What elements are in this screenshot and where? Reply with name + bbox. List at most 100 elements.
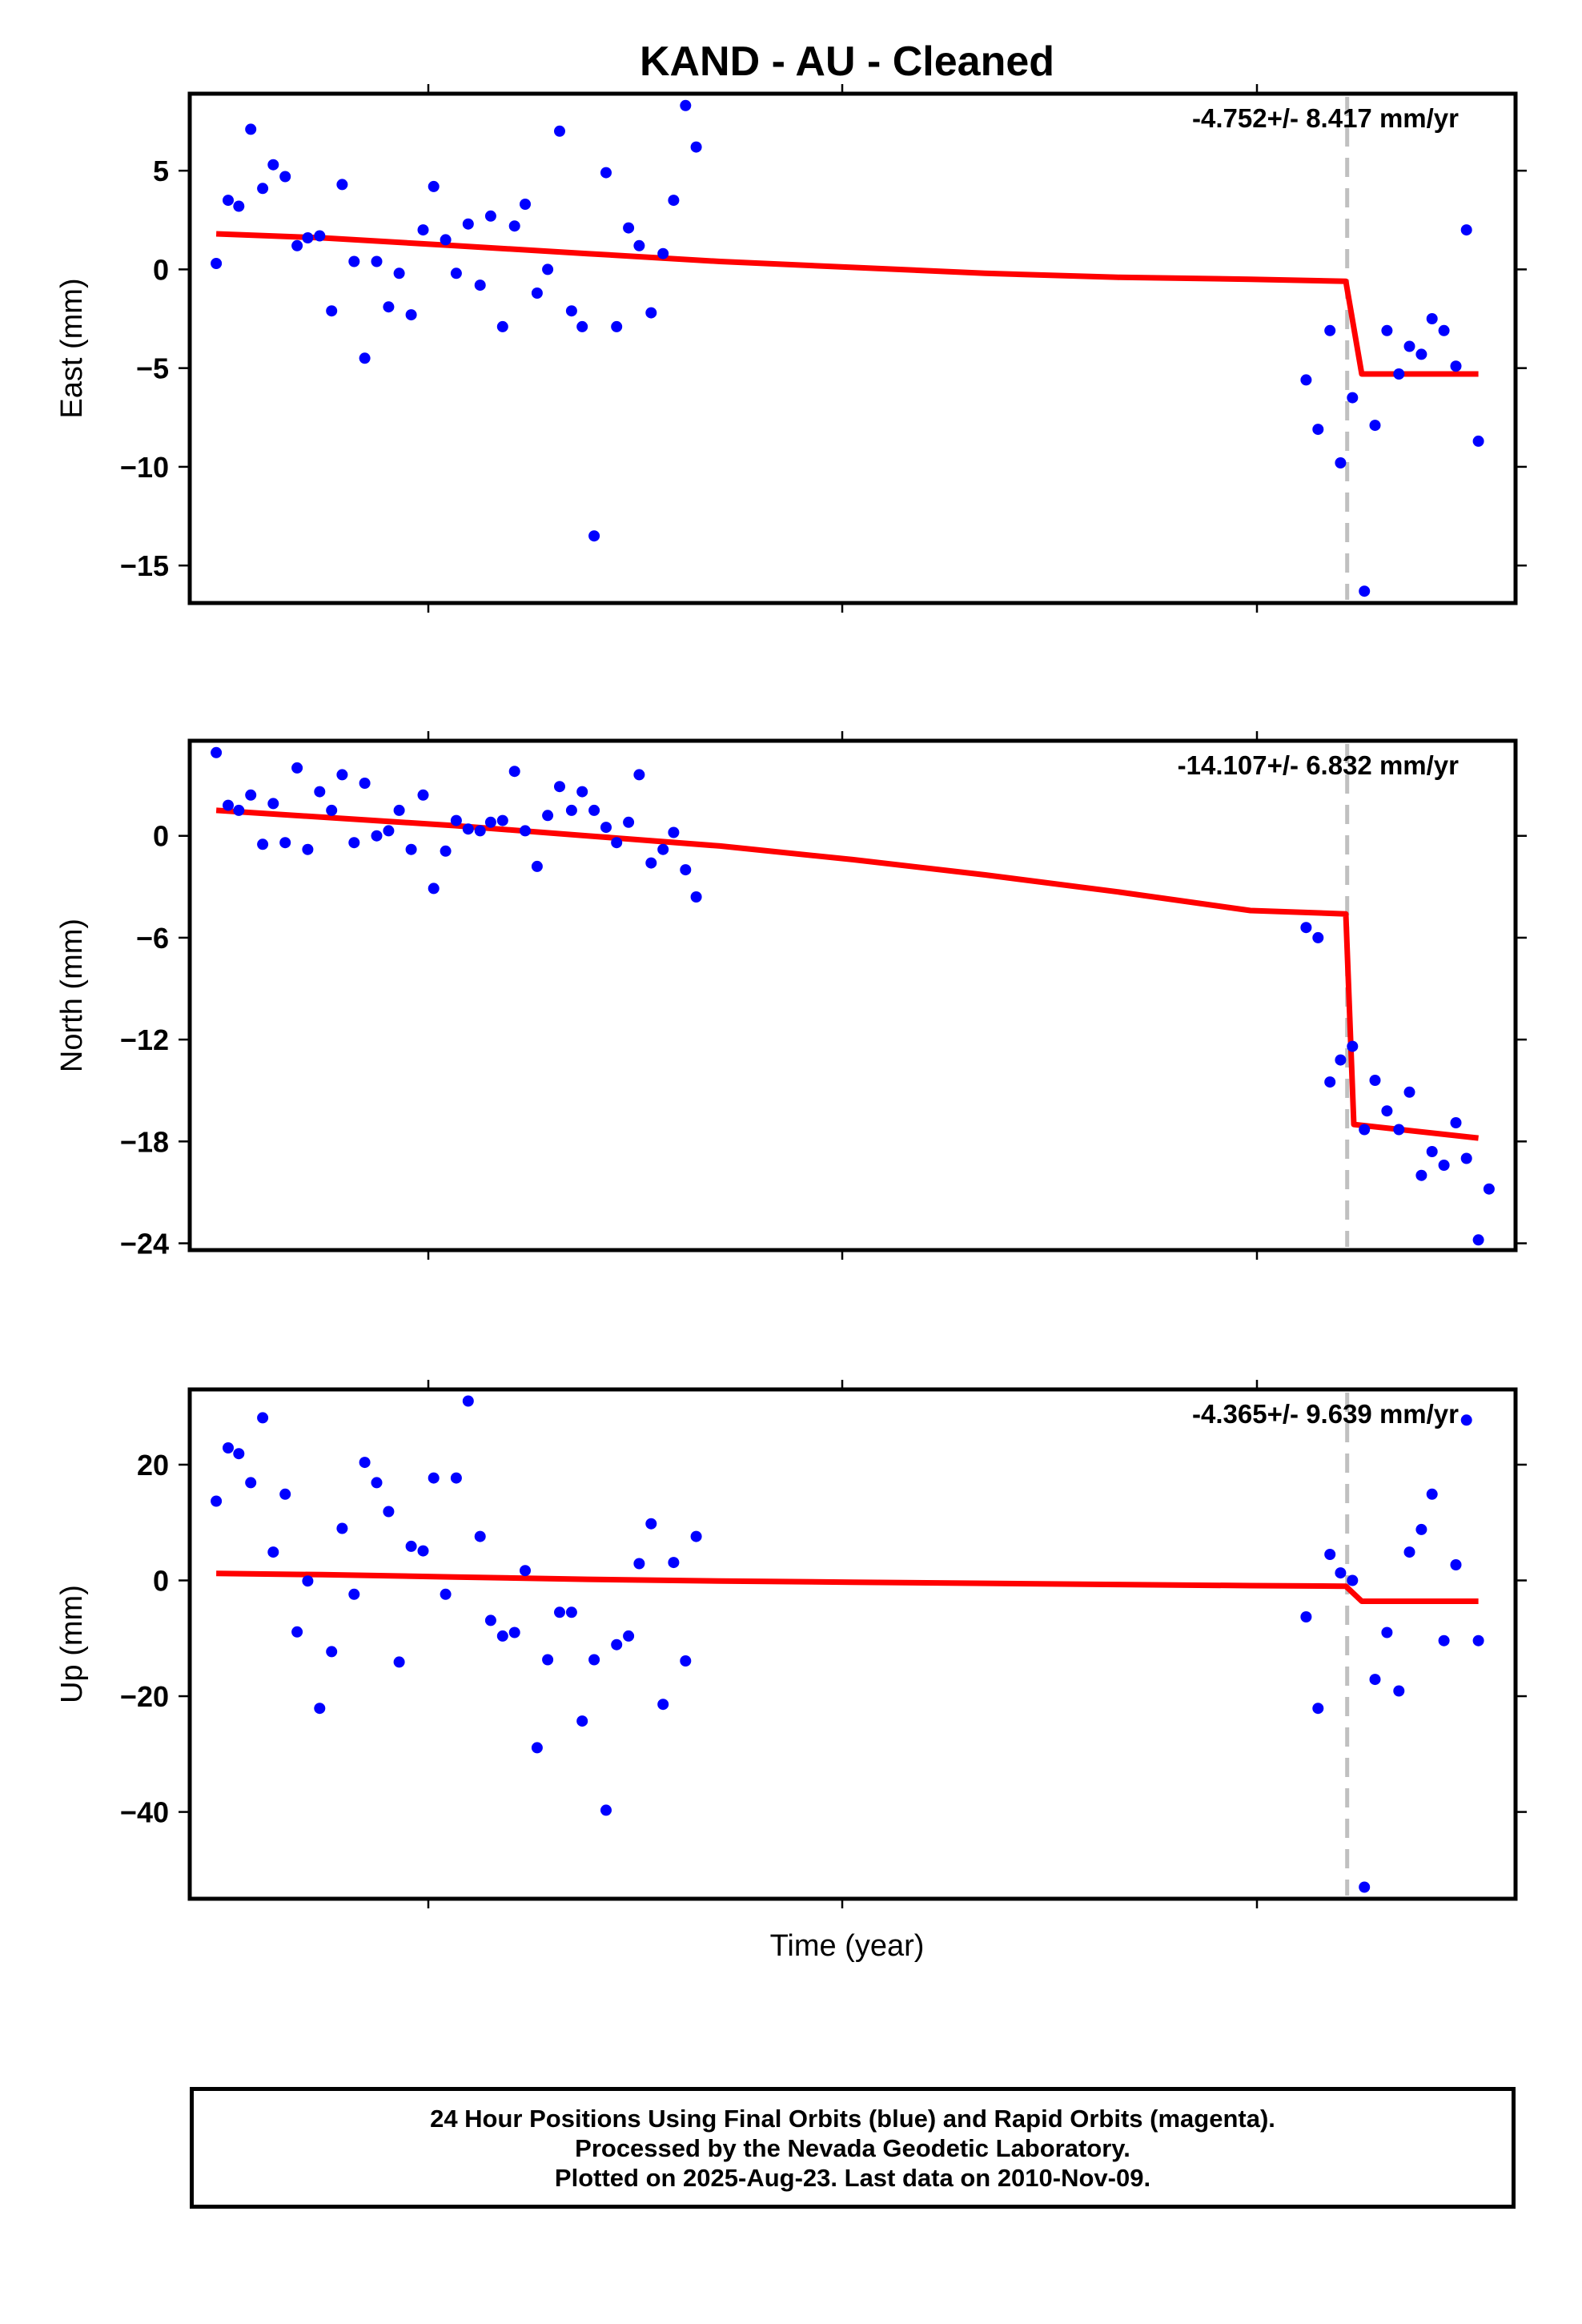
east-data-point-18 bbox=[417, 224, 429, 236]
up-data-point-52 bbox=[1403, 1546, 1415, 1558]
up-data-point-5 bbox=[267, 1546, 279, 1558]
north-y-tick-label-2: −12 bbox=[120, 1023, 169, 1056]
north-data-point-33 bbox=[588, 804, 600, 816]
east-data-point-31 bbox=[565, 305, 577, 317]
north-data-point-20 bbox=[440, 845, 452, 857]
east-y-tick-label-0: 5 bbox=[153, 155, 169, 187]
east-data-point-32 bbox=[576, 320, 588, 332]
east-data-point-20 bbox=[440, 234, 452, 246]
east-plot-frame bbox=[187, 91, 1518, 605]
up-data-point-4 bbox=[257, 1412, 269, 1424]
north-data-point-39 bbox=[657, 843, 669, 855]
footer-line-orbits: 24 Hour Positions Using Final Orbits (bl… bbox=[430, 2104, 1275, 2133]
north-data-point-44 bbox=[1312, 931, 1324, 943]
north-data-point-40 bbox=[668, 826, 680, 838]
up-data-point-19 bbox=[428, 1472, 440, 1484]
east-data-point-27 bbox=[520, 199, 531, 210]
north-data-point-25 bbox=[496, 814, 508, 826]
north-data-point-11 bbox=[336, 769, 348, 781]
up-data-point-29 bbox=[542, 1654, 554, 1666]
up-data-point-10 bbox=[326, 1646, 338, 1658]
east-data-point-49 bbox=[1369, 420, 1381, 432]
up-data-point-9 bbox=[314, 1703, 326, 1715]
up-y-axis-label: Up (mm) bbox=[55, 1585, 89, 1703]
east-data-point-19 bbox=[428, 180, 440, 192]
east-data-point-6 bbox=[279, 171, 291, 183]
east-data-point-4 bbox=[257, 183, 269, 195]
east-y-tick-label-4: −15 bbox=[120, 549, 169, 582]
east-data-point-53 bbox=[1415, 348, 1427, 360]
up-data-point-47 bbox=[1347, 1574, 1359, 1586]
north-data-point-48 bbox=[1359, 1124, 1371, 1136]
up-data-point-27 bbox=[520, 1565, 531, 1577]
up-data-point-22 bbox=[462, 1395, 474, 1407]
up-data-point-12 bbox=[348, 1588, 360, 1600]
up-data-point-34 bbox=[600, 1804, 612, 1816]
north-y-tick-label-1: −6 bbox=[136, 922, 169, 955]
north-data-point-42 bbox=[690, 891, 702, 903]
east-data-point-36 bbox=[623, 222, 635, 234]
east-data-point-23 bbox=[474, 279, 486, 292]
east-data-point-22 bbox=[462, 218, 474, 230]
up-data-point-13 bbox=[359, 1457, 371, 1469]
up-data-point-48 bbox=[1359, 1881, 1371, 1893]
east-data-point-8 bbox=[302, 232, 314, 243]
up-data-point-31 bbox=[565, 1606, 577, 1618]
east-data-point-46 bbox=[1335, 457, 1347, 468]
east-data-point-14 bbox=[371, 255, 383, 267]
up-data-point-36 bbox=[623, 1630, 635, 1642]
north-data-point-59 bbox=[1483, 1183, 1495, 1195]
north-data-point-49 bbox=[1369, 1075, 1381, 1086]
east-data-point-35 bbox=[611, 320, 623, 332]
north-data-point-15 bbox=[383, 825, 395, 837]
up-data-point-42 bbox=[690, 1530, 702, 1542]
north-data-point-37 bbox=[633, 769, 645, 781]
east-data-point-42 bbox=[690, 141, 702, 153]
north-data-point-10 bbox=[326, 804, 338, 816]
north-data-point-19 bbox=[428, 883, 440, 895]
up-data-point-1 bbox=[223, 1442, 234, 1454]
up-data-point-41 bbox=[680, 1655, 692, 1667]
east-y-axis-label: East (mm) bbox=[55, 278, 89, 418]
up-data-point-43 bbox=[1300, 1611, 1312, 1622]
up-data-point-6 bbox=[279, 1488, 291, 1500]
up-data-point-58 bbox=[1472, 1634, 1484, 1647]
up-data-point-8 bbox=[302, 1575, 314, 1587]
north-data-point-1 bbox=[223, 799, 234, 811]
up-data-point-16 bbox=[393, 1656, 405, 1668]
east-data-point-3 bbox=[245, 123, 257, 135]
east-data-point-1 bbox=[223, 195, 234, 207]
east-y-tick-label-1: 0 bbox=[153, 253, 169, 286]
north-data-point-53 bbox=[1415, 1169, 1427, 1181]
north-data-point-26 bbox=[508, 766, 520, 778]
north-data-point-28 bbox=[531, 860, 543, 872]
north-y-axis-label: North (mm) bbox=[55, 919, 89, 1072]
north-data-point-7 bbox=[291, 762, 303, 774]
up-data-point-21 bbox=[450, 1472, 462, 1484]
north-y-tick-label-3: −18 bbox=[120, 1125, 169, 1158]
up-data-point-25 bbox=[496, 1630, 508, 1642]
north-data-point-55 bbox=[1438, 1160, 1450, 1171]
footer-caption-box: 24 Hour Positions Using Final Orbits (bl… bbox=[190, 2087, 1516, 2209]
up-model-line bbox=[216, 1570, 1479, 1604]
east-data-point-9 bbox=[314, 230, 326, 242]
north-data-point-6 bbox=[279, 837, 291, 849]
east-data-point-40 bbox=[668, 195, 680, 207]
up-y-tick-label-0: 20 bbox=[137, 1449, 169, 1482]
east-data-point-39 bbox=[657, 247, 669, 259]
up-data-point-50 bbox=[1381, 1626, 1393, 1638]
east-data-point-26 bbox=[508, 220, 520, 232]
up-data-point-37 bbox=[633, 1558, 645, 1570]
up-data-point-7 bbox=[291, 1626, 303, 1638]
east-data-point-43 bbox=[1300, 374, 1312, 386]
north-data-point-47 bbox=[1347, 1040, 1359, 1052]
east-data-point-44 bbox=[1312, 424, 1324, 436]
north-data-point-34 bbox=[600, 822, 612, 834]
north-data-point-31 bbox=[565, 804, 577, 816]
up-data-point-45 bbox=[1324, 1549, 1336, 1560]
east-data-point-17 bbox=[405, 309, 417, 321]
up-data-point-39 bbox=[657, 1699, 669, 1711]
east-data-point-41 bbox=[680, 99, 692, 111]
east-data-point-5 bbox=[267, 159, 279, 171]
chart-title: KAND - AU - Cleaned bbox=[640, 38, 1054, 85]
